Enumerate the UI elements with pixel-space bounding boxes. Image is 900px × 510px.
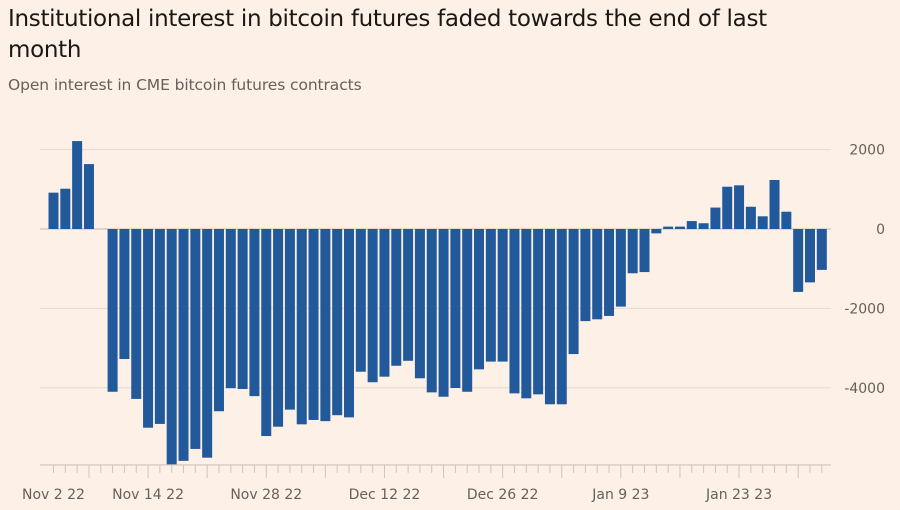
y-tick-label: 0 [876,222,885,238]
bar [544,229,555,405]
bar [237,229,248,389]
bar [604,229,615,316]
bar [213,229,224,412]
bar [722,186,733,229]
bar [781,211,792,229]
y-axis-labels: 2000 0 -2000 -4000 [844,143,885,397]
bar [734,185,745,229]
bar [521,229,532,399]
x-tick-label: Nov 28 22 [230,487,302,503]
bar [308,229,319,420]
bar [663,226,674,229]
bar [60,188,71,229]
x-tick-label: Nov 2 22 [22,487,85,503]
bar [580,229,591,322]
bar [592,229,603,320]
bar [804,229,815,283]
bar [273,229,284,427]
bar [568,229,579,355]
x-tick-label: Jan 23 23 [705,487,772,503]
y-tick-label: -4000 [844,381,885,397]
bar [414,229,425,379]
bar [462,229,473,392]
bar [497,229,508,362]
bar [509,229,520,394]
bar [615,229,626,307]
chart-title: Institutional interest in bitcoin future… [8,6,767,63]
bar [745,206,756,229]
bar [107,229,118,392]
bar [556,229,567,405]
bar [651,229,662,234]
bar [178,229,189,461]
bar [332,229,343,416]
bar [698,223,709,229]
bar [367,229,378,383]
bar [355,229,366,372]
bar [166,229,177,465]
x-tick-label: Dec 12 22 [349,487,421,503]
bar [533,229,544,395]
bar [154,229,165,424]
bar [225,229,236,389]
bar [72,141,83,229]
bar [83,164,94,229]
bar [438,229,449,397]
bar [485,229,496,362]
bar [261,229,272,437]
bar [391,229,402,366]
bar [249,229,260,397]
bar [379,229,390,377]
bar [344,229,354,418]
x-axis-labels: Nov 2 22 Nov 14 22 Nov 28 22 Dec 12 22 Dec 2… [22,487,772,503]
bar [627,229,638,274]
bar [757,216,768,229]
bar [202,229,213,458]
bar [426,229,437,393]
bar [143,229,154,428]
bar [48,192,59,229]
chart-subtitle: Open interest in CME bitcoin futures con… [8,76,362,94]
bar [686,221,697,229]
bar [403,229,414,361]
bar [284,229,295,410]
bar [639,229,650,273]
bar [793,229,804,292]
y-tick-label: -2000 [844,301,885,317]
bar [320,229,331,422]
bar [190,229,201,449]
bar [474,229,485,370]
bar [131,229,142,399]
bar [450,229,461,388]
y-tick-label: 2000 [849,143,885,159]
bar [119,229,130,360]
bar [769,179,780,229]
x-tick-label: Dec 26 22 [467,487,539,503]
bar [296,229,307,425]
bar [816,229,827,270]
bar [674,226,685,229]
x-tick-label: Jan 9 23 [591,487,649,503]
x-axis [40,464,831,478]
x-tick-label: Nov 14 22 [112,487,184,503]
bar [710,207,721,229]
bars [48,141,827,465]
